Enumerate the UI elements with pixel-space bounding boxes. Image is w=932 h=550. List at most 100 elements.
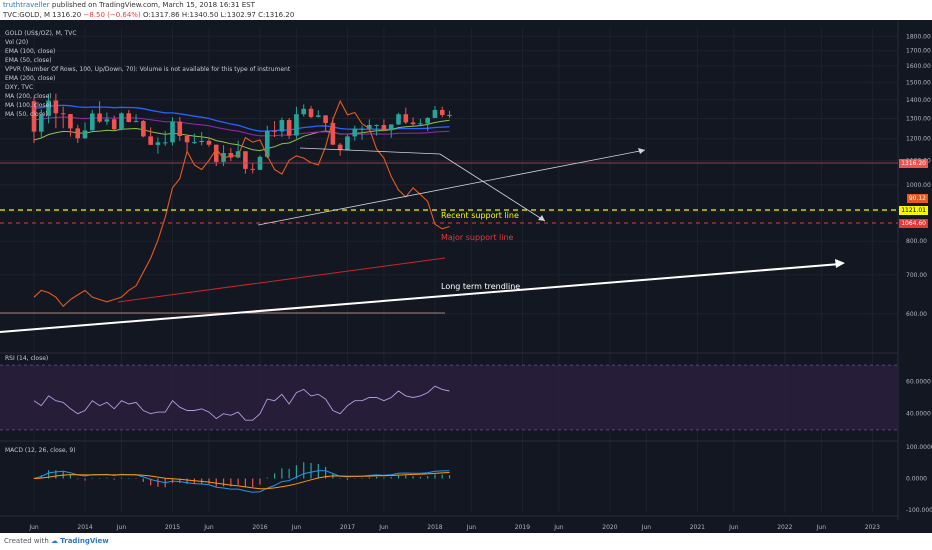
candle-body (264, 130, 270, 157)
macd-histogram-bar (441, 474, 443, 479)
legend-line: Vol (20) (5, 39, 29, 46)
macd-histogram-bar (244, 478, 247, 487)
candle-body (97, 113, 102, 122)
x-tick-label: 2017 (340, 524, 355, 531)
x-tick-label: 2023 (865, 524, 880, 531)
macd-histogram-bar (427, 476, 429, 479)
x-tick-label: 2019 (515, 524, 530, 531)
candle-body (162, 142, 168, 144)
x-tick-label: Jun (553, 524, 564, 531)
candle-body (90, 113, 95, 131)
candle-body (141, 121, 146, 137)
candle-body (213, 144, 219, 162)
x-tick-label: Jun (28, 524, 39, 531)
price-change: −8.50 (−0.64%) (83, 11, 141, 19)
candle-body (374, 124, 379, 126)
triangle-upper-line (299, 147, 441, 155)
y-tick-label: 1600.00 (906, 63, 931, 70)
macd-histogram-bar (259, 478, 261, 485)
macd-histogram-bar (91, 477, 93, 479)
legend-line: MA (100, close) (5, 102, 52, 109)
candle-body (111, 119, 117, 130)
candle-body (119, 113, 124, 130)
candle-body (170, 121, 175, 143)
candle-body (155, 142, 161, 145)
y-tick-label: 1800.00 (906, 33, 931, 40)
x-tick-label: Jun (378, 524, 389, 531)
macd-legend: MACD (12, 26, close, 9) (5, 447, 76, 454)
rising-channel-line (257, 149, 646, 226)
candle-body (367, 124, 372, 129)
author-link[interactable]: truthtraveller (3, 1, 50, 9)
macd-histogram-bar (142, 478, 144, 482)
macd-histogram-bar (237, 478, 239, 485)
major-support-label: Major support line (441, 233, 514, 242)
candle-body (418, 123, 423, 125)
recent-support-label: Recent support line (441, 211, 519, 220)
candle-body (31, 101, 37, 132)
macd-histogram-bar (303, 462, 305, 479)
macd-histogram-bar (120, 477, 123, 479)
trendline-arrowhead (638, 148, 645, 154)
macd-histogram-bar (295, 465, 298, 479)
candle-body (82, 130, 88, 139)
macd-histogram-bar (405, 475, 407, 479)
macd-histogram-bar (208, 478, 210, 484)
y-tick-label: 1000.00 (906, 182, 931, 189)
macd-histogram-bar (84, 478, 86, 481)
y-tick-label: 1200.00 (906, 136, 931, 143)
macd-histogram-bar (325, 466, 327, 479)
x-tick-label: Jun (116, 524, 127, 531)
macd-histogram-bar (179, 478, 181, 484)
x-tick-label: 2016 (252, 524, 267, 531)
candle-body (330, 123, 336, 145)
symbol-label: TVC:GOLD, M (3, 11, 51, 19)
macd-histogram-bar (47, 470, 50, 479)
macd-histogram-bar (230, 478, 232, 487)
legend-line: VPVR (Number Of Rows, 100, Up/Down, 70):… (5, 66, 291, 73)
candle-body (250, 168, 255, 170)
macd-histogram-bar (135, 478, 137, 479)
x-tick-label: 2015 (165, 524, 180, 531)
macd-histogram-bar (222, 478, 225, 487)
candle-body (308, 108, 314, 117)
last-price: 1316.20 (52, 11, 82, 19)
candle-body (359, 128, 365, 130)
macd-histogram-bar (113, 478, 115, 480)
tradingview-brand[interactable]: TradingView (60, 537, 109, 545)
macd-histogram-bar (448, 475, 451, 479)
candle-body (381, 124, 387, 131)
macd-histogram-bar (252, 478, 254, 488)
candle-body (410, 122, 416, 125)
x-tick-label: 2020 (602, 524, 617, 531)
candle-body (133, 121, 139, 123)
macd-y-tick-label: 100.0000 (906, 444, 932, 451)
macd-histogram-bar (106, 477, 108, 479)
rsi-line (33, 385, 450, 421)
rsi-legend: RSI (14, close) (5, 355, 49, 362)
footer: Created with ☁ TradingView (0, 533, 932, 550)
y-tick-label: 1400.00 (906, 97, 931, 104)
x-tick-label: Jun (728, 524, 739, 531)
macd-histogram-bar (77, 478, 79, 480)
legend-line: EMA (200, close) (5, 75, 56, 82)
macd-histogram-bar (99, 478, 101, 479)
chart-area[interactable]: Jun 2014 Jun 2015 Jun 2016 Jun 2017 Jun 2018 Jun 20… (0, 20, 932, 533)
macd-histogram-bar (361, 478, 363, 479)
dxy-line (33, 99, 450, 308)
long-term-trendline (0, 263, 841, 333)
macd-histogram-bar (376, 476, 378, 479)
macd-histogram-bar (419, 476, 421, 479)
candle-body (425, 117, 430, 124)
x-tick-label: Jun (466, 524, 477, 531)
candle-body (316, 115, 321, 117)
candle-body (294, 114, 299, 136)
candle-body (352, 128, 358, 137)
candle-body (388, 124, 394, 131)
candle-body (243, 151, 248, 169)
legend-line: MA (200, close) (5, 93, 52, 100)
publish-header: truthtraveller published on TradingView.… (0, 0, 932, 20)
candle-body (53, 100, 59, 114)
chart-svg[interactable]: Jun 2014 Jun 2015 Jun 2016 Jun 2017 Jun 2018 Jun 20… (0, 20, 932, 533)
y-tick-label: 1300.00 (906, 116, 931, 123)
